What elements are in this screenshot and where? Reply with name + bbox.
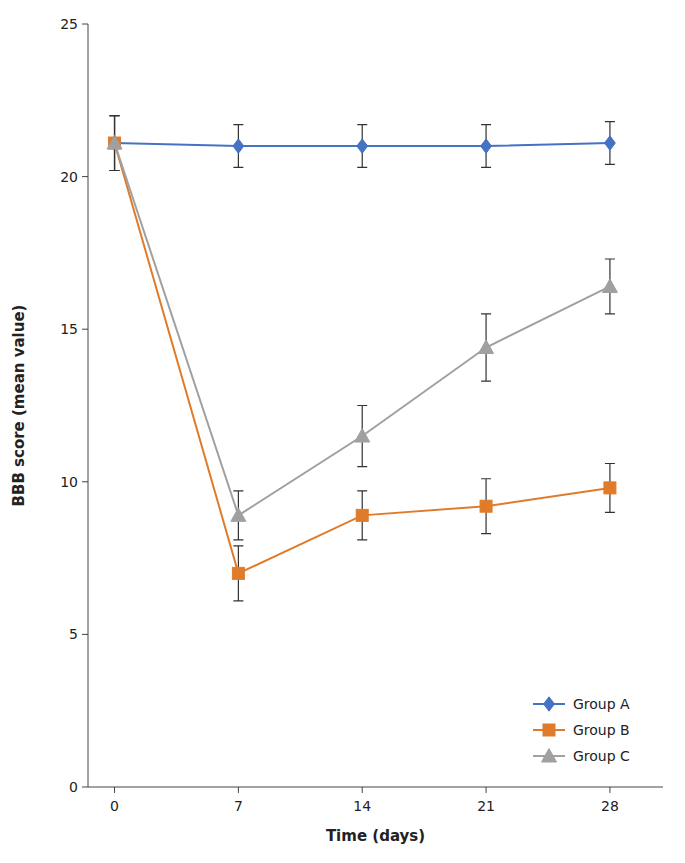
data-point	[480, 500, 492, 512]
series	[109, 116, 615, 171]
y-tick	[82, 787, 88, 788]
error-bar	[481, 125, 491, 168]
x-tick-label: 21	[477, 798, 495, 814]
data-point	[232, 567, 244, 579]
x-tick-label: 28	[601, 798, 619, 814]
legend-marker	[542, 749, 557, 763]
x-tick	[238, 787, 239, 793]
data-point	[604, 482, 616, 494]
legend-label: Group A	[573, 696, 630, 712]
data-point	[107, 136, 122, 150]
x-tick	[362, 787, 363, 793]
legend-label: Group B	[573, 722, 630, 738]
data-point	[355, 429, 370, 443]
error-bar	[357, 491, 367, 540]
data-point	[481, 139, 492, 153]
chart: 0 7 14 21 28 0 5 10 15 20 25 Time (days) BBB score (…	[0, 0, 685, 863]
y-tick	[82, 481, 88, 482]
y-tick	[82, 176, 88, 177]
data-point	[602, 279, 617, 293]
error-bar	[481, 479, 491, 534]
x-tick	[486, 787, 487, 793]
error-bar	[357, 125, 367, 168]
y-axis-label: BBB score (mean value)	[10, 305, 28, 507]
y-tick-label: 25	[60, 16, 78, 32]
series	[107, 116, 617, 540]
x-tick	[114, 787, 115, 793]
data-point	[357, 139, 368, 153]
series-line	[115, 143, 610, 515]
legend-marker	[544, 697, 555, 711]
y-axis-line	[88, 24, 89, 787]
y-tick-label: 10	[60, 474, 78, 490]
series-line	[115, 143, 610, 573]
plot-area	[107, 116, 617, 601]
x-axis-line	[88, 787, 663, 788]
x-tick-label: 7	[234, 798, 243, 814]
y-tick	[82, 329, 88, 330]
legend: Group A Group B Group C	[533, 696, 630, 764]
data-point	[233, 139, 244, 153]
x-tick-label: 14	[353, 798, 371, 814]
error-bar	[605, 463, 615, 512]
y-tick-label: 15	[60, 321, 78, 337]
legend-label: Group C	[573, 748, 630, 764]
y-tick	[82, 634, 88, 635]
x-tick	[609, 787, 610, 793]
y-tick-label: 20	[60, 169, 78, 185]
data-point	[356, 509, 368, 521]
error-bar	[233, 125, 243, 168]
axes: 0 7 14 21 28 0 5 10 15 20 25	[60, 16, 663, 814]
y-tick	[82, 24, 88, 25]
series	[109, 116, 616, 601]
data-point	[231, 508, 246, 522]
legend-marker	[543, 724, 555, 736]
error-bar	[605, 122, 615, 165]
y-tick-label: 0	[69, 779, 78, 795]
error-bar	[233, 546, 243, 601]
x-axis-label: Time (days)	[326, 827, 425, 845]
x-tick-label: 0	[110, 798, 119, 814]
data-point	[605, 136, 616, 150]
y-tick-label: 5	[69, 626, 78, 642]
data-point	[479, 340, 494, 354]
